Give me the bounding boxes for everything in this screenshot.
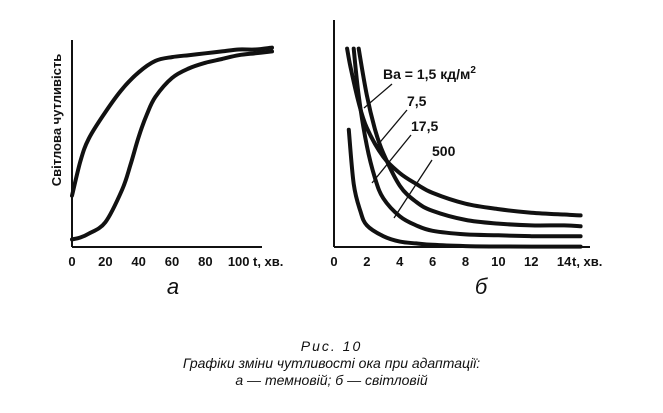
x-tick-label: 0 bbox=[330, 254, 337, 269]
panel-b-series-line-4 bbox=[346, 127, 583, 249]
leader-line-500 bbox=[393, 159, 433, 219]
x-tick-label: 0 bbox=[68, 254, 75, 269]
figure-title: Графіки зміни чутливості ока при адаптац… bbox=[182, 355, 481, 371]
panel-b-series-line-3 bbox=[351, 46, 583, 239]
x-tick-label: 40 bbox=[131, 254, 145, 269]
leader-line-17-5 bbox=[371, 134, 412, 184]
series-label-17-5: 17,5 bbox=[411, 118, 438, 134]
panel-b-series-line-2 bbox=[356, 46, 583, 229]
series-label-7-5: 7,5 bbox=[407, 93, 427, 109]
series-label-500: 500 bbox=[432, 143, 456, 159]
figure-number: Рис. 10 bbox=[300, 338, 363, 354]
panel-a-series bbox=[70, 45, 274, 242]
figure-legend-line: а — темновій; б — світловій bbox=[235, 372, 428, 388]
x-tick-label: 60 bbox=[165, 254, 179, 269]
x-tick-label: 80 bbox=[198, 254, 212, 269]
panel-a-x-axis-label: t, хв. bbox=[253, 254, 283, 269]
x-tick-label: 2 bbox=[363, 254, 370, 269]
x-tick-label: 20 bbox=[98, 254, 112, 269]
figure-caption: Рис. 10 Графіки зміни чутливості ока при… bbox=[0, 338, 663, 389]
panel-a-chart: Світлова чутливість 0 20 40 60 80 100 t, хв. … bbox=[49, 40, 283, 299]
panel-b-series-labels: Ba = 1,5 кд/м2 7,5 17,5 500 bbox=[363, 65, 476, 219]
figure-canvas: Світлова чутливість 0 20 40 60 80 100 t, хв. … bbox=[49, 20, 602, 299]
x-tick-label: 100 bbox=[228, 254, 250, 269]
panel-b-label: б bbox=[475, 274, 489, 299]
x-tick-label: 12 bbox=[524, 254, 538, 269]
x-tick-label: 8 bbox=[462, 254, 469, 269]
panel-a-y-axis-label: Світлова чутливість bbox=[49, 54, 64, 186]
panel-a-label: а bbox=[167, 274, 179, 299]
panel-b-chart: 0 2 4 6 8 10 12 14 t, хв. Ba = 1,5 кд/м2 7,5 17… bbox=[330, 20, 602, 299]
x-tick-label: 4 bbox=[396, 254, 404, 269]
x-tick-label: 6 bbox=[429, 254, 436, 269]
x-tick-label: 10 bbox=[491, 254, 505, 269]
panel-a-series-line-1 bbox=[70, 45, 274, 198]
series-label-1-5: Ba = 1,5 кд/м2 bbox=[383, 65, 476, 82]
leader-line-7-5 bbox=[375, 109, 408, 148]
x-tick-label: 14 bbox=[557, 254, 572, 269]
panel-a-x-tick-labels: 0 20 40 60 80 100 bbox=[68, 254, 249, 269]
leader-line-1-5 bbox=[363, 83, 393, 109]
panel-a-series-line-2 bbox=[70, 49, 274, 242]
panel-b-x-tick-labels: 0 2 4 6 8 10 12 14 bbox=[330, 254, 572, 269]
panel-b-x-axis-label: t, хв. bbox=[572, 254, 602, 269]
